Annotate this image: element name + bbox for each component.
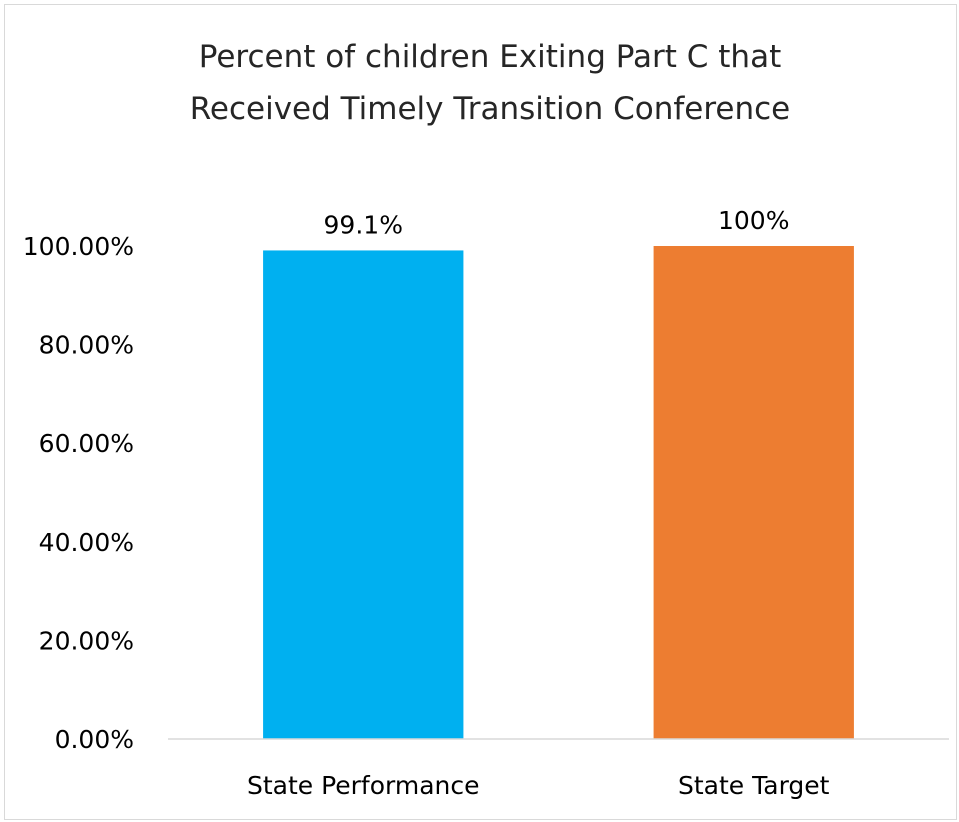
bar — [263, 250, 464, 739]
y-tick-label: 0.00% — [55, 725, 134, 754]
y-tick-label: 20.00% — [39, 626, 134, 655]
chart-title-line-1: Percent of children Exiting Part C that — [199, 39, 781, 75]
x-axis-category-labels: State Performance State Target — [247, 771, 830, 800]
y-tick-label: 40.00% — [39, 528, 134, 557]
bars — [263, 246, 854, 739]
y-axis-tick-labels: 0.00% 20.00% 40.00% 60.00% 80.00% 100.00% — [23, 232, 134, 754]
data-labels: 99.1% 100% — [324, 206, 790, 239]
bar — [653, 246, 854, 739]
chart-title-line-2: Received Timely Transition Conference — [190, 91, 791, 127]
y-tick-label: 100.00% — [23, 232, 134, 261]
bar-data-label: 99.1% — [324, 210, 403, 239]
bar-data-label: 100% — [718, 206, 789, 235]
x-category-label: State Performance — [247, 771, 480, 800]
x-category-label: State Target — [678, 771, 830, 800]
y-tick-label: 80.00% — [39, 331, 134, 360]
chart-title: Percent of children Exiting Part C that … — [190, 39, 791, 127]
y-tick-label: 60.00% — [39, 429, 134, 458]
